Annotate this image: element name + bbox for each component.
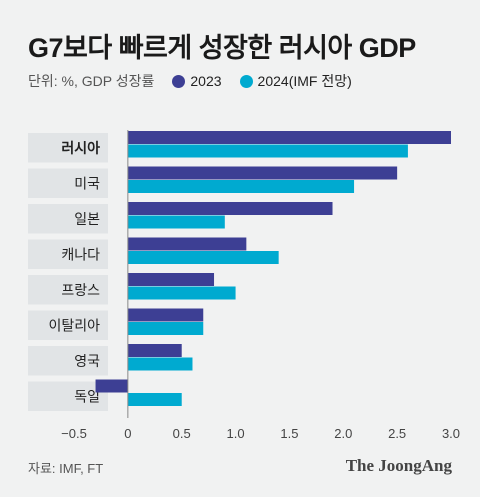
bar-2023-4 — [127, 273, 215, 286]
x-tick-label: 2.0 — [334, 426, 352, 441]
legend-item-2023: 2023 — [172, 73, 222, 89]
category-label: 프랑스 — [61, 282, 100, 298]
legend-label-2024: 2024(IMF 전망) — [257, 73, 352, 89]
bar-2023-1 — [127, 166, 398, 180]
x-tick-label: 3.0 — [442, 426, 460, 441]
x-tick-label: −0.5 — [61, 426, 87, 441]
x-tick-label: 0.5 — [173, 426, 191, 441]
bar-2023-3 — [127, 237, 247, 251]
category-label: 이탈리아 — [48, 317, 100, 333]
x-tick-label: 1.5 — [280, 426, 298, 441]
category-label-bg — [28, 275, 108, 305]
category-label: 일본 — [74, 211, 100, 227]
category-label-bg — [28, 204, 108, 234]
category-label-bg — [28, 133, 108, 163]
category-label-bg — [28, 239, 108, 269]
category-label: 미국 — [74, 175, 100, 191]
category-label-bg — [28, 168, 108, 198]
category-label-bg — [28, 310, 108, 340]
source-note: 자료: IMF, FT — [28, 461, 104, 476]
bar-2024IMF-3 — [127, 251, 279, 264]
bar-2023-2 — [127, 202, 333, 215]
category-label-bg — [28, 381, 108, 411]
brand-logo: The JoongAng — [345, 456, 452, 475]
legend-label-2023: 2023 — [190, 73, 222, 89]
legend: 단위: %, GDP 성장률 2023 2024(IMF 전망) — [28, 72, 352, 90]
bar-2024IMF-2 — [127, 215, 225, 229]
bar-2024IMF-4 — [127, 286, 236, 300]
bar-2023-6 — [127, 344, 182, 357]
category-label: 캐나다 — [61, 246, 100, 262]
x-tick-label: 1.0 — [227, 426, 245, 441]
category-label-bg — [28, 346, 108, 376]
category-label: 영국 — [74, 353, 100, 369]
bar-2024IMF-7 — [127, 393, 182, 406]
legend-swatch-2023 — [172, 74, 186, 88]
chart-title: G7보다 빠르게 성장한 러시아 GDP — [28, 33, 416, 63]
bar-2024IMF-5 — [127, 322, 204, 335]
category-label: 독일 — [74, 388, 100, 404]
legend-swatch-2024 — [239, 74, 253, 88]
x-tick-label: 0 — [124, 426, 131, 441]
x-tick-label: 2.5 — [388, 426, 406, 441]
bar-2023-5 — [127, 308, 204, 322]
bar-2024IMF-1 — [127, 180, 355, 193]
unit-label: 단위: %, GDP 성장률 — [28, 73, 155, 89]
bar-2024IMF-0 — [127, 144, 408, 158]
bar-2023-0 — [127, 131, 451, 144]
legend-item-2024: 2024(IMF 전망) — [239, 71, 352, 91]
bar-2023-7 — [95, 379, 128, 393]
bar-2024IMF-6 — [127, 357, 193, 371]
category-label: 러시아 — [61, 140, 100, 156]
